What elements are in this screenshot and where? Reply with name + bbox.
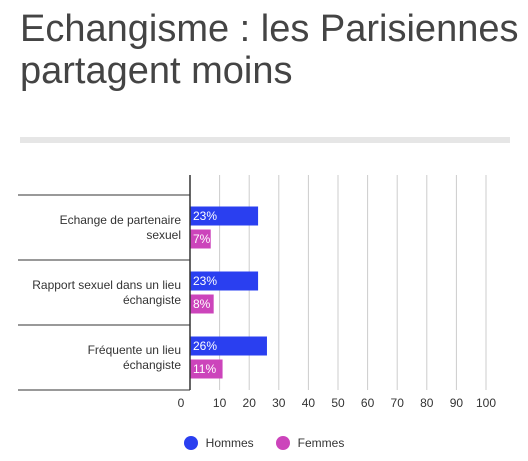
bars: 23% 7% 23% 8% 26% 11% [190,206,267,379]
x-tick-label: 80 [420,396,434,410]
category-label: Rapport sexuel dans un lieu échangiste [32,278,181,307]
bar-value-label: 23% [193,209,217,223]
bar-value-label: 11% [193,362,216,376]
legend-item-hommes: Hommes [183,436,254,450]
x-tick-label: 40 [302,396,316,410]
x-tick-label: 90 [450,396,464,410]
bar-value-label: 23% [193,274,217,288]
category-separators [18,194,190,391]
x-tick-label: 0 [178,396,185,410]
chart-title: Echangisme : les Parisiennes partagent m… [20,8,519,92]
bar-chart: 23% 7% 23% 8% 26% 11% Echange de partenaire se… [18,175,497,410]
bar-hommes-2 [190,336,267,356]
x-tick-label: 30 [272,396,286,410]
bar-femmes-2 [190,359,223,379]
x-tick-label: 20 [243,396,257,410]
legend-swatch [275,436,290,450]
category-labels: Echange de partenaire sexuel Rapport sexue… [32,213,181,372]
bar-value-label: 26% [193,339,217,353]
bar-hommes-0 [190,206,259,226]
x-tick-label: 100 [476,396,496,410]
bar-femmes-1 [190,294,214,314]
category-label: Fréquente un lieu échangiste [88,343,182,372]
legend-label: Hommes [205,436,254,450]
grid-lines [219,175,487,390]
bar-hommes-1 [190,271,259,291]
x-axis-ticks: 0 10 20 30 40 50 60 70 80 90 100 [178,396,497,410]
title-divider [20,137,510,143]
x-tick-label: 10 [213,396,227,410]
x-tick-label: 60 [361,396,375,410]
bar-femmes-0 [190,229,211,249]
legend: Hommes Femmes [0,436,528,450]
legend-swatch [183,436,198,450]
category-label: Echange de partenaire sexuel [60,213,182,242]
bar-value-label: 8% [193,297,211,311]
x-tick-label: 70 [391,396,405,410]
bar-value-label: 7% [193,232,211,246]
legend-item-femmes: Femmes [275,436,345,450]
x-tick-label: 50 [331,396,345,410]
legend-label: Femmes [297,436,345,450]
